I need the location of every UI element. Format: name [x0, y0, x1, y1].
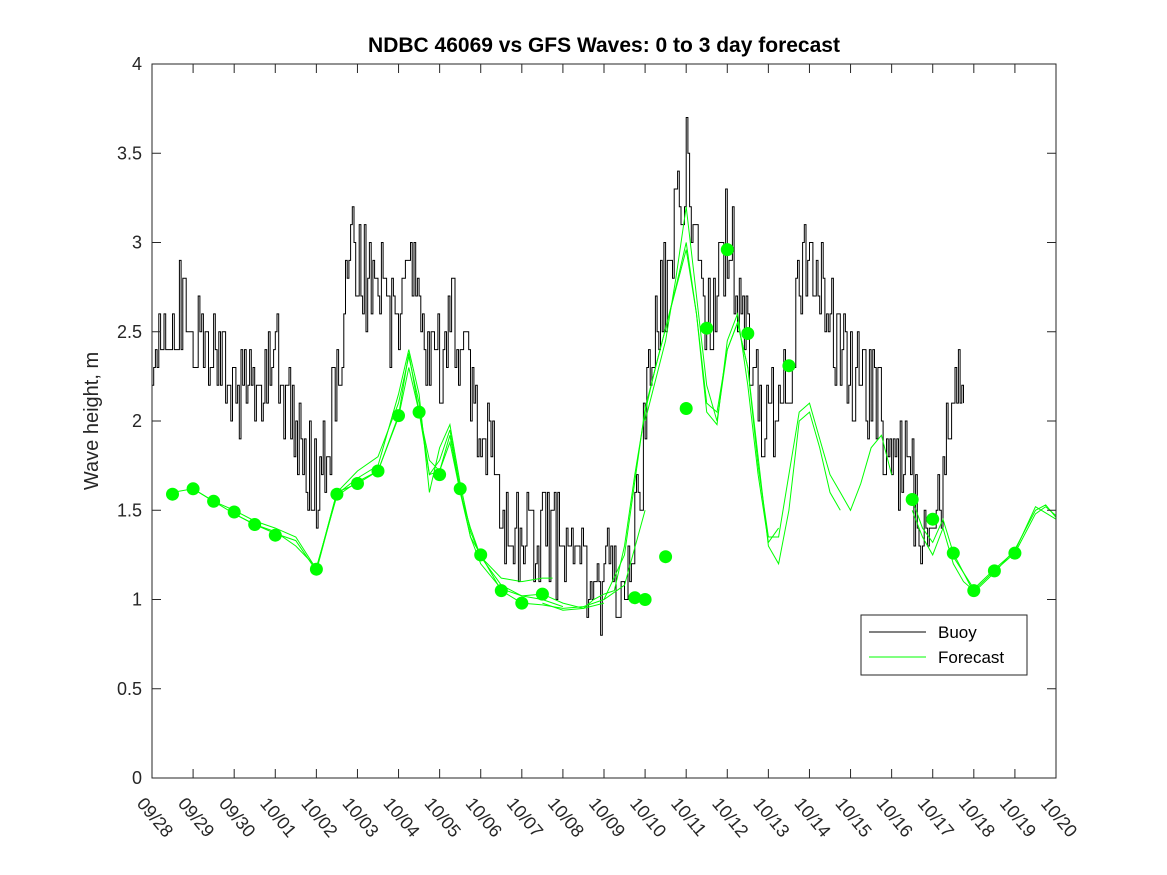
forecast-point: [905, 493, 919, 506]
legend-buoy-label: Buoy: [938, 623, 977, 642]
forecast-point: [494, 584, 508, 598]
forecast-point: [679, 402, 693, 415]
forecast-line-7: [644, 206, 893, 538]
forecast-point: [1008, 546, 1022, 560]
forecast-point: [720, 243, 734, 257]
buoy-series: [152, 117, 964, 636]
forecast-point: [166, 487, 179, 501]
forecast-line-2: [192, 356, 605, 609]
forecast-point: [351, 477, 364, 490]
forecast-point: [330, 487, 344, 501]
forecast-point: [535, 587, 549, 601]
y-tick-label: 2: [132, 411, 142, 431]
y-tick-label: 2.5: [117, 322, 142, 342]
forecast-line-6: [603, 249, 780, 600]
forecast-point: [227, 505, 241, 519]
forecast-point: [638, 593, 652, 606]
buoy-line: [152, 117, 964, 636]
forecast-point: [659, 550, 673, 564]
legend-box: [860, 614, 1028, 676]
forecast-point: [741, 327, 755, 340]
forecast-point: [967, 584, 981, 598]
y-tick-label: 1: [132, 590, 142, 610]
legend-forecast-label: Forecast: [938, 648, 1004, 667]
y-tick-label: 0.5: [117, 679, 142, 699]
forecast-series: [172, 206, 1057, 611]
y-axis: 0 0.5 1 1.5 2 2.5 3 3.5 4: [117, 54, 1056, 788]
y-tick-label: 3: [132, 233, 142, 253]
forecast-point: [392, 409, 405, 423]
forecast-point: [433, 468, 447, 482]
y-tick-label: 3.5: [117, 143, 142, 163]
y-axis-label: Wave height, m: [81, 352, 103, 490]
forecast-point: [515, 596, 529, 610]
forecast-point: [987, 564, 1001, 578]
forecast-point: [628, 591, 642, 605]
forecast-markers: [166, 243, 1022, 610]
forecast-point: [186, 482, 200, 496]
forecast-line-3: [233, 349, 553, 583]
forecast-point: [782, 359, 796, 373]
forecast-point: [248, 518, 262, 531]
y-tick-label: 4: [132, 54, 142, 74]
forecast-line-8: [911, 506, 1057, 592]
forecast-point: [700, 321, 714, 335]
forecast-point: [412, 405, 426, 419]
forecast-point: [309, 562, 323, 576]
forecast-point: [207, 494, 221, 508]
forecast-point: [946, 546, 960, 560]
forecast-point: [371, 464, 385, 478]
y-tick-label: 1.5: [117, 500, 142, 520]
forecast-point: [474, 548, 488, 562]
forecast-point: [268, 528, 282, 542]
legend: Buoy Forecast: [860, 614, 1028, 676]
forecast-line-10: [952, 505, 1057, 590]
forecast-point: [453, 482, 467, 496]
forecast-point: [926, 512, 940, 526]
chart-title: NDBC 46069 vs GFS Waves: 0 to 3 day fore…: [368, 34, 840, 57]
y-tick-label: 0: [132, 768, 142, 788]
